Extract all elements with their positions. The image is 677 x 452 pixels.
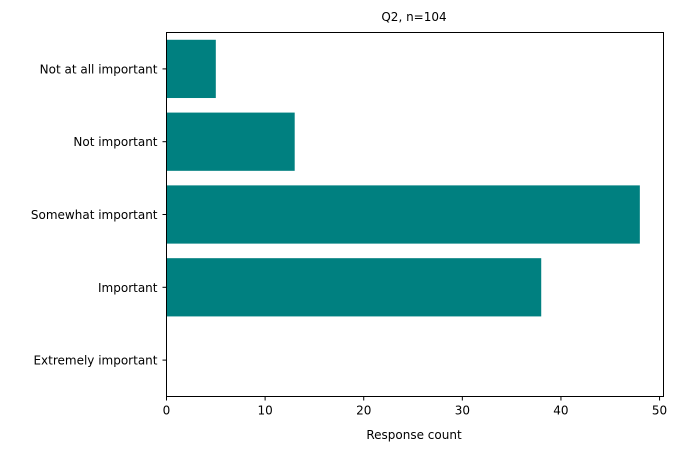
bar (166, 185, 640, 244)
x-tick-label: 40 (553, 404, 568, 418)
bar (166, 258, 542, 317)
x-tick-label: 30 (455, 404, 470, 418)
bar (166, 112, 295, 171)
y-tick-label: Important (98, 281, 158, 295)
y-axis-ticks: Not at all important Not important Somewha… (31, 62, 167, 368)
chart-title: Q2, n=104 (381, 10, 446, 24)
bar (166, 39, 216, 99)
x-tick-label: 50 (652, 404, 667, 418)
x-tick-label: 20 (356, 404, 371, 418)
x-axis-label: Response count (366, 428, 462, 442)
y-tick-label: Extremely important (33, 354, 157, 368)
y-tick-label: Somewhat important (31, 208, 158, 222)
bars-group (166, 39, 640, 317)
y-tick-label: Not at all important (40, 62, 158, 76)
y-tick-label: Not important (73, 135, 157, 149)
x-axis-ticks: 0 10 20 30 40 50 (163, 396, 667, 418)
x-tick-label: 10 (257, 404, 272, 418)
x-tick-label: 0 (163, 404, 171, 418)
